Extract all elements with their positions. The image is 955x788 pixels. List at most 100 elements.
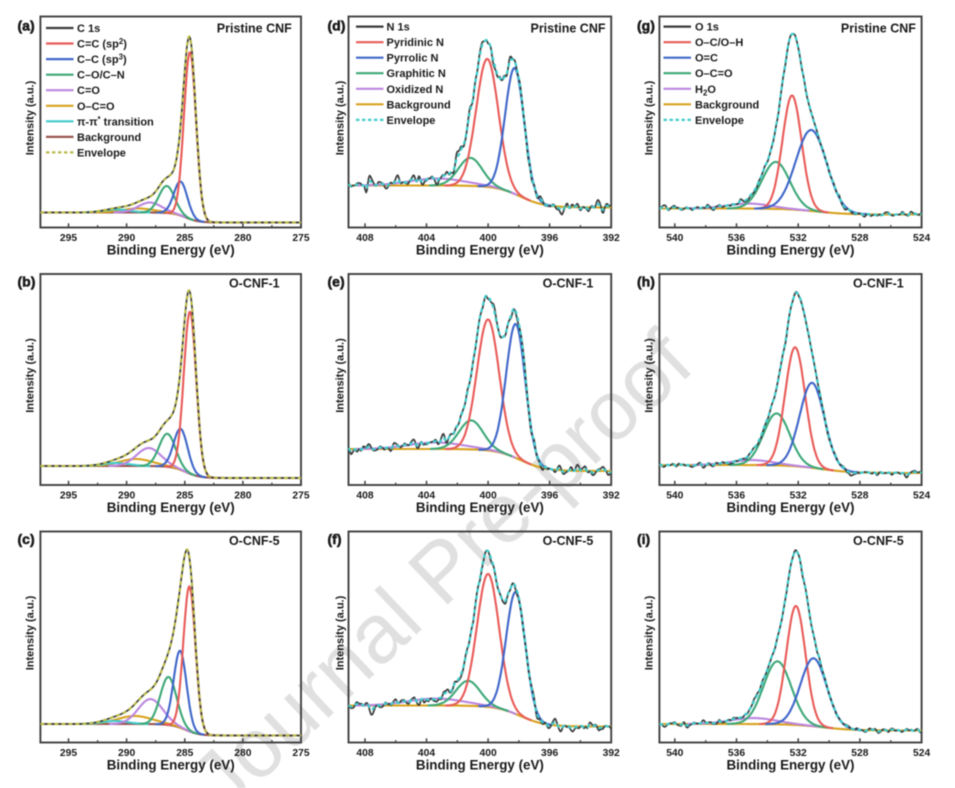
svg-text:C=O: C=O <box>77 85 100 97</box>
svg-text:295: 295 <box>60 748 77 759</box>
svg-text:285: 285 <box>176 748 193 759</box>
svg-text:396: 396 <box>541 491 558 502</box>
svg-text:(e): (e) <box>328 274 345 290</box>
svg-text:Envelope: Envelope <box>77 147 126 159</box>
svg-text:Binding Energy (eV): Binding Energy (eV) <box>727 242 855 257</box>
svg-text:295: 295 <box>60 233 77 244</box>
svg-text:Pristine CNF: Pristine CNF <box>217 22 292 36</box>
svg-text:C=C (sp2​): C=C (sp2​) <box>77 37 127 51</box>
svg-text:Binding Energy (eV): Binding Energy (eV) <box>727 500 855 515</box>
svg-text:Intensity (a.u.): Intensity (a.u.) <box>644 595 656 670</box>
svg-text:C–O/C–N: C–O/C–N <box>77 70 125 82</box>
svg-text:290: 290 <box>118 233 135 244</box>
svg-text:O-CNF-1: O-CNF-1 <box>543 277 594 291</box>
svg-text:Binding Energy (eV): Binding Energy (eV) <box>727 757 855 772</box>
svg-text:(f): (f) <box>328 531 342 547</box>
svg-text:290: 290 <box>118 491 135 502</box>
svg-text:(g): (g) <box>637 18 655 34</box>
svg-text:O 1s: O 1s <box>695 22 719 34</box>
svg-text:540: 540 <box>666 491 683 502</box>
svg-text:(d): (d) <box>328 18 346 34</box>
svg-text:528: 528 <box>851 748 868 759</box>
svg-text:O–C=O: O–C=O <box>77 101 115 113</box>
svg-text:285: 285 <box>176 233 193 244</box>
svg-text:Envelope: Envelope <box>387 115 436 127</box>
svg-text:536: 536 <box>728 491 745 502</box>
svg-text:Graphitic N: Graphitic N <box>387 68 446 80</box>
svg-text:392: 392 <box>603 233 620 244</box>
svg-text:532: 532 <box>790 233 807 244</box>
svg-text:Pristine CNF: Pristine CNF <box>530 22 605 36</box>
svg-text:280: 280 <box>234 233 251 244</box>
svg-text:Binding Energy (eV): Binding Energy (eV) <box>416 242 544 257</box>
svg-text:280: 280 <box>234 491 251 502</box>
svg-text:π-π*​ transition: π-π*​ transition <box>77 115 154 129</box>
svg-text:Binding Energy (eV): Binding Energy (eV) <box>416 500 544 515</box>
svg-text:Intensity (a.u.): Intensity (a.u.) <box>335 595 347 670</box>
svg-text:(h): (h) <box>637 274 655 290</box>
svg-text:Pyridinic N: Pyridinic N <box>387 37 445 49</box>
svg-text:392: 392 <box>603 748 620 759</box>
svg-text:524: 524 <box>913 748 930 759</box>
svg-text:O-CNF-5: O-CNF-5 <box>543 534 594 548</box>
svg-text:524: 524 <box>913 233 930 244</box>
svg-text:Intensity (a.u.): Intensity (a.u.) <box>644 338 656 413</box>
svg-text:290: 290 <box>118 748 135 759</box>
svg-text:532: 532 <box>790 491 807 502</box>
svg-text:396: 396 <box>541 233 558 244</box>
svg-text:Intensity (a.u.): Intensity (a.u.) <box>335 80 347 155</box>
svg-text:532: 532 <box>790 748 807 759</box>
svg-text:400: 400 <box>480 491 497 502</box>
svg-text:400: 400 <box>480 748 497 759</box>
svg-text:295: 295 <box>60 491 77 502</box>
svg-text:Binding Energy (eV): Binding Energy (eV) <box>107 757 235 772</box>
svg-text:404: 404 <box>418 491 435 502</box>
svg-text:O-CNF-5: O-CNF-5 <box>229 534 280 548</box>
svg-text:275: 275 <box>292 491 309 502</box>
svg-text:275: 275 <box>292 748 309 759</box>
svg-text:Intensity (a.u.): Intensity (a.u.) <box>25 80 37 155</box>
svg-text:524: 524 <box>913 491 930 502</box>
svg-text:Pyrrolic N: Pyrrolic N <box>387 53 439 65</box>
svg-text:Envelope: Envelope <box>695 115 744 127</box>
svg-text:Intensity (a.u.): Intensity (a.u.) <box>25 338 37 413</box>
svg-text:O-CNF-1: O-CNF-1 <box>229 277 280 291</box>
svg-text:540: 540 <box>666 233 683 244</box>
svg-text:O-CNF-5: O-CNF-5 <box>853 534 904 548</box>
svg-text:528: 528 <box>851 233 868 244</box>
svg-text:Binding Energy (eV): Binding Energy (eV) <box>107 242 235 257</box>
svg-text:396: 396 <box>541 748 558 759</box>
svg-text:536: 536 <box>728 748 745 759</box>
svg-text:285: 285 <box>176 491 193 502</box>
svg-text:Intensity (a.u.): Intensity (a.u.) <box>25 595 37 670</box>
svg-text:404: 404 <box>418 233 435 244</box>
svg-text:O–C=O: O–C=O <box>695 68 733 80</box>
svg-text:Binding Energy (eV): Binding Energy (eV) <box>416 757 544 772</box>
svg-text:C 1s: C 1s <box>77 23 100 35</box>
svg-text:Background: Background <box>695 99 759 111</box>
svg-text:(c): (c) <box>18 531 35 547</box>
svg-text:(a): (a) <box>18 18 35 34</box>
svg-text:Background: Background <box>387 99 451 111</box>
svg-text:H2​O: H2​O <box>695 84 716 98</box>
svg-text:O–C/O–H: O–C/O–H <box>695 37 743 49</box>
svg-text:Intensity (a.u.): Intensity (a.u.) <box>335 338 347 413</box>
svg-text:408: 408 <box>356 491 373 502</box>
svg-text:(b): (b) <box>18 274 36 290</box>
svg-text:408: 408 <box>356 233 373 244</box>
svg-text:400: 400 <box>480 233 497 244</box>
svg-text:408: 408 <box>356 748 373 759</box>
svg-text:Background: Background <box>77 132 141 144</box>
svg-text:C–C (sp3​): C–C (sp3​) <box>77 53 127 67</box>
svg-text:275: 275 <box>292 233 309 244</box>
svg-text:540: 540 <box>666 748 683 759</box>
svg-text:Pristine CNF: Pristine CNF <box>841 22 916 36</box>
svg-text:(i): (i) <box>637 531 650 547</box>
svg-text:528: 528 <box>851 491 868 502</box>
svg-text:Intensity (a.u.): Intensity (a.u.) <box>644 80 656 155</box>
svg-text:Oxidized N: Oxidized N <box>387 84 444 96</box>
svg-text:O-CNF-1: O-CNF-1 <box>853 277 904 291</box>
svg-text:404: 404 <box>418 748 435 759</box>
svg-text:280: 280 <box>234 748 251 759</box>
svg-text:536: 536 <box>728 233 745 244</box>
